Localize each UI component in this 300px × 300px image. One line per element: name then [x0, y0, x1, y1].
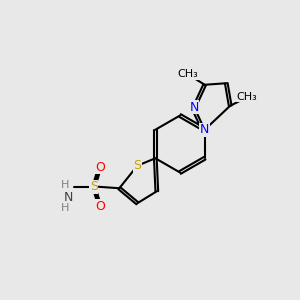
Text: O: O	[95, 161, 105, 174]
Text: S: S	[90, 180, 98, 193]
Text: CH₃: CH₃	[178, 69, 199, 79]
Text: N: N	[64, 191, 73, 204]
Text: N: N	[200, 123, 209, 136]
Text: H: H	[61, 180, 70, 190]
Text: S: S	[133, 159, 141, 172]
Text: CH₃: CH₃	[236, 92, 257, 102]
Text: N: N	[190, 101, 199, 114]
Text: H: H	[61, 203, 70, 213]
Text: O: O	[95, 200, 105, 213]
